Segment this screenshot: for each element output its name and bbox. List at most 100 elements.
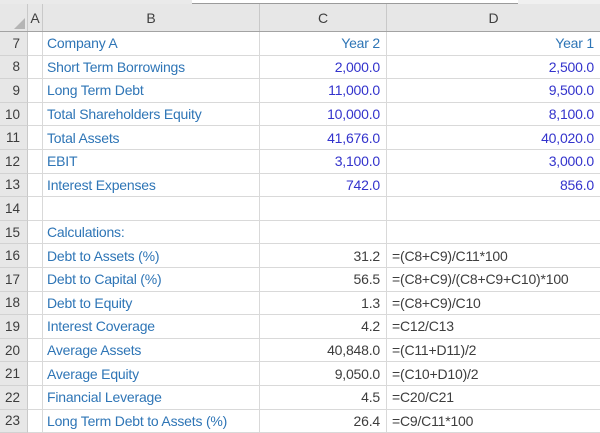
column-header-row: A B C D <box>0 4 600 32</box>
cell-A17[interactable] <box>28 267 43 292</box>
cell-D16[interactable]: =(C8+C9)/C11*100 <box>387 244 600 268</box>
cell-D13[interactable]: 856.0 <box>387 173 600 198</box>
row-header-12[interactable]: 12 <box>0 149 28 174</box>
row-header-21[interactable]: 21 <box>0 362 28 386</box>
sheet-row-23: 23 Long Term Debt to Assets (%) 26.4 =C9/C1… <box>0 409 600 433</box>
cell-D23[interactable]: =C9/C11*100 <box>387 409 600 433</box>
cell-A22[interactable] <box>28 385 43 410</box>
cell-C21[interactable]: 9,050.0 <box>260 362 387 386</box>
row-header-16[interactable]: 16 <box>0 244 28 268</box>
cell-D19[interactable]: =C12/C13 <box>387 315 600 339</box>
cell-C13[interactable]: 742.0 <box>260 173 387 198</box>
cell-B16[interactable]: Debt to Assets (%) <box>43 244 260 268</box>
sheet-row-18: 18 Debt to Equity 1.3 =(C8+C9)/C10 <box>0 291 600 316</box>
row-header-9[interactable]: 9 <box>0 79 28 103</box>
column-header-a[interactable]: A <box>28 4 43 31</box>
cell-C17[interactable]: 56.5 <box>260 267 387 292</box>
cell-A16[interactable] <box>28 244 43 268</box>
sheet-row-9: 9 Long Term Debt 11,000.0 9,500.0 <box>0 79 600 103</box>
cell-C11[interactable]: 41,676.0 <box>260 126 387 150</box>
cell-A21[interactable] <box>28 362 43 386</box>
row-header-13[interactable]: 13 <box>0 173 28 198</box>
row-header-11[interactable]: 11 <box>0 126 28 150</box>
cell-A10[interactable] <box>28 102 43 127</box>
cell-D12[interactable]: 3,000.0 <box>387 149 600 174</box>
cell-B23[interactable]: Long Term Debt to Assets (%) <box>43 409 260 433</box>
row-header-15[interactable]: 15 <box>0 220 28 245</box>
cell-C23[interactable]: 26.4 <box>260 409 387 433</box>
cell-C8[interactable]: 2,000.0 <box>260 55 387 80</box>
cell-A15[interactable] <box>28 220 43 245</box>
row-header-23[interactable]: 23 <box>0 409 28 433</box>
sheet-row-15: 15 Calculations: <box>0 220 600 245</box>
cell-B10[interactable]: Total Shareholders Equity <box>43 102 260 127</box>
cell-D11[interactable]: 40,020.0 <box>387 126 600 150</box>
cell-B21[interactable]: Average Equity <box>43 362 260 386</box>
cell-B15[interactable]: Calculations: <box>43 220 260 245</box>
cell-C16[interactable]: 31.2 <box>260 244 387 268</box>
cell-D10[interactable]: 8,100.0 <box>387 102 600 127</box>
row-header-17[interactable]: 17 <box>0 267 28 292</box>
cell-D22[interactable]: =C20/C21 <box>387 385 600 410</box>
cell-B7[interactable]: Company A <box>43 32 260 56</box>
row-header-18[interactable]: 18 <box>0 291 28 316</box>
sheet-row-8: 8 Short Term Borrowings 2,000.0 2,500.0 <box>0 55 600 80</box>
cell-D15[interactable] <box>387 220 600 245</box>
cell-A23[interactable] <box>28 409 43 433</box>
cell-D14[interactable] <box>387 197 600 221</box>
cell-A20[interactable] <box>28 338 43 363</box>
grid-body: 7 Company A Year 2 Year 1 8 Short Term Borrow… <box>0 32 600 433</box>
column-header-c[interactable]: C <box>260 4 387 31</box>
cell-B19[interactable]: Interest Coverage <box>43 315 260 339</box>
sheet-row-14: 14 <box>0 197 600 221</box>
cell-C20[interactable]: 40,848.0 <box>260 338 387 363</box>
cell-C15[interactable] <box>260 220 387 245</box>
cell-C9[interactable]: 11,000.0 <box>260 79 387 103</box>
cell-D8[interactable]: 2,500.0 <box>387 55 600 80</box>
row-header-19[interactable]: 19 <box>0 315 28 339</box>
cell-B17[interactable]: Debt to Capital (%) <box>43 267 260 292</box>
cell-C7[interactable]: Year 2 <box>260 32 387 56</box>
cell-D21[interactable]: =(C10+D10)/2 <box>387 362 600 386</box>
cell-D20[interactable]: =(C11+D11)/2 <box>387 338 600 363</box>
cell-A9[interactable] <box>28 79 43 103</box>
row-header-7[interactable]: 7 <box>0 32 28 56</box>
cell-B14[interactable] <box>43 197 260 221</box>
cell-D9[interactable]: 9,500.0 <box>387 79 600 103</box>
select-all-corner[interactable] <box>0 4 28 31</box>
cell-A13[interactable] <box>28 173 43 198</box>
cell-A19[interactable] <box>28 315 43 339</box>
cell-B9[interactable]: Long Term Debt <box>43 79 260 103</box>
cell-A12[interactable] <box>28 149 43 174</box>
column-header-d[interactable]: D <box>488 9 499 26</box>
cell-C10[interactable]: 10,000.0 <box>260 102 387 127</box>
cell-A8[interactable] <box>28 55 43 80</box>
name-box-edge <box>0 0 192 4</box>
cell-B13[interactable]: Interest Expenses <box>43 173 260 198</box>
sheet-row-22: 22 Financial Leverage 4.5 =C20/C21 <box>0 385 600 410</box>
cell-B18[interactable]: Debt to Equity <box>43 291 260 316</box>
row-header-8[interactable]: 8 <box>0 55 28 80</box>
cell-D7[interactable]: Year 1 <box>387 32 600 56</box>
cell-C19[interactable]: 4.2 <box>260 315 387 339</box>
cell-A14[interactable] <box>28 197 43 221</box>
row-header-22[interactable]: 22 <box>0 385 28 410</box>
cell-A18[interactable] <box>28 291 43 316</box>
row-header-20[interactable]: 20 <box>0 338 28 363</box>
cell-B22[interactable]: Financial Leverage <box>43 385 260 410</box>
cell-B11[interactable]: Total Assets <box>43 126 260 150</box>
cell-A7[interactable] <box>28 32 43 56</box>
cell-B8[interactable]: Short Term Borrowings <box>43 55 260 80</box>
cell-A11[interactable] <box>28 126 43 150</box>
cell-D18[interactable]: =(C8+C9)/C10 <box>387 291 600 316</box>
cell-B20[interactable]: Average Assets <box>43 338 260 363</box>
cell-B12[interactable]: EBIT <box>43 149 260 174</box>
column-header-b[interactable]: B <box>43 4 260 31</box>
cell-C18[interactable]: 1.3 <box>260 291 387 316</box>
cell-D17[interactable]: =(C8+C9)/(C8+C9+C10)*100 <box>387 267 600 292</box>
cell-C14[interactable] <box>260 197 387 221</box>
row-header-10[interactable]: 10 <box>0 102 28 127</box>
cell-C12[interactable]: 3,100.0 <box>260 149 387 174</box>
row-header-14[interactable]: 14 <box>0 197 28 221</box>
cell-C22[interactable]: 4.5 <box>260 385 387 410</box>
